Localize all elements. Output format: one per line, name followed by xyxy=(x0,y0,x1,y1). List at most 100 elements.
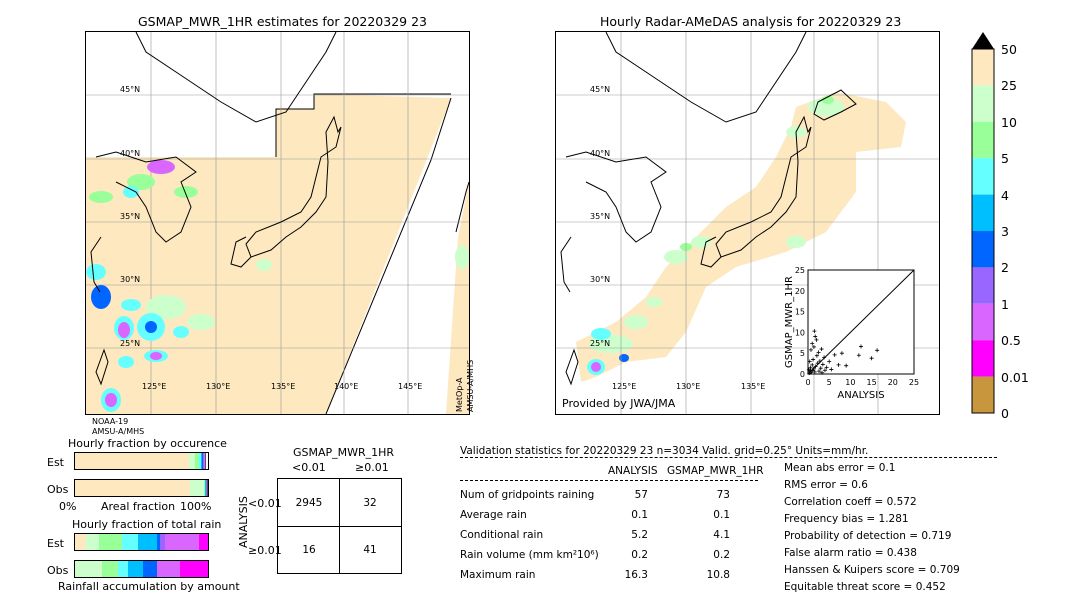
scatter-xtick: 10 xyxy=(845,378,855,387)
scatter-point xyxy=(844,363,849,368)
colorbar-label: 3 xyxy=(1001,224,1009,239)
validation-score: Correlation coeff = 0.572 xyxy=(784,496,917,508)
sat-label-right: MetOp-A xyxy=(455,377,464,412)
fraction-segment xyxy=(204,453,206,469)
scatter-point xyxy=(813,334,818,339)
scatter-point xyxy=(807,371,812,376)
scatter-point xyxy=(839,351,844,356)
occurrence-axis-right: 100% xyxy=(180,500,212,513)
occurrence-row-label: Est xyxy=(47,456,64,469)
total-rain-title: Hourly fraction of total rain xyxy=(72,518,222,531)
colorbar-segment xyxy=(972,231,994,268)
scatter-point xyxy=(818,366,823,371)
right-lon-label: 135°E xyxy=(741,382,766,391)
fraction-segment xyxy=(121,534,139,550)
colorbar-label: 0 xyxy=(1001,406,1009,421)
scatter-xtick: 15 xyxy=(867,378,877,387)
contingency-col-label: ≥0.01 xyxy=(355,461,389,474)
colorbar-label: 25 xyxy=(1001,78,1017,93)
right-lat-label: 40°N xyxy=(590,149,611,158)
scatter-point xyxy=(809,370,814,375)
left-map-title: GSMAP_MWR_1HR estimates for 20220329 23 xyxy=(138,14,427,29)
scatter-point xyxy=(812,369,817,374)
contingency-cell: 2945 xyxy=(295,497,323,509)
left-lon-label: 135°E xyxy=(271,382,296,391)
colorbar-segment xyxy=(972,303,994,341)
right-lat-label: 45°N xyxy=(590,85,611,94)
scatter-point xyxy=(811,344,816,349)
left-lat-label: 35°N xyxy=(120,212,141,221)
swath-edge-1 xyxy=(325,97,452,414)
fraction-segment xyxy=(157,561,182,577)
swath-top xyxy=(275,93,451,157)
scatter-point xyxy=(816,350,821,355)
scatter-xtick: 25 xyxy=(909,378,919,387)
scatter-point xyxy=(875,348,880,353)
scatter-xtick: 5 xyxy=(827,378,832,387)
occurrence-row-label: Obs xyxy=(47,483,69,496)
scatter-point xyxy=(807,359,812,364)
validation-score: Mean abs error = 0.1 xyxy=(784,462,896,474)
validation-row-label: Average rain xyxy=(460,509,527,521)
colorbar-segment xyxy=(972,158,994,195)
left-lat-label: 30°N xyxy=(120,275,141,284)
left-map: 45°N 40°N 35°N 30°N 25°N 125°E 130°E 135… xyxy=(85,31,470,415)
validation-score: RMS error = 0.6 xyxy=(784,479,868,491)
fraction-segment xyxy=(142,561,159,577)
scatter-ytick: 25 xyxy=(795,266,805,275)
occurrence-bar-est xyxy=(74,452,209,470)
right-lon-label: 125°E xyxy=(612,382,637,391)
scatter-point xyxy=(811,367,816,372)
scatter-xtick: 20 xyxy=(888,378,898,387)
contingency-cell: 32 xyxy=(363,497,377,509)
colorbar-segment xyxy=(972,121,994,159)
scatter-point xyxy=(812,329,817,334)
validation-gsmap-value: 73 xyxy=(716,489,730,501)
scatter-ytick: 15 xyxy=(795,308,805,317)
colorbar-label: 2 xyxy=(1001,260,1009,275)
scatter-ytick: 0 xyxy=(800,370,805,379)
scatter-ytick: 20 xyxy=(795,287,805,296)
contingency-table: 2945 32 16 41 xyxy=(277,478,402,574)
validation-subdivider xyxy=(460,480,758,481)
fraction-segment xyxy=(190,480,205,496)
contingency-row-label: ≥0.01 xyxy=(248,544,282,557)
scatter-point xyxy=(806,367,811,372)
scatter-point xyxy=(814,337,819,342)
validation-score: Probability of detection = 0.719 xyxy=(784,530,952,542)
right-lat-label: 35°N xyxy=(590,212,611,221)
scatter-plot: 00 5 5 10 10 15 15 20 20 25 25 ANALYSIS GSMAP_MWR_… xyxy=(784,266,919,401)
total-rain-caption: Rainfall accumulation by amount xyxy=(58,580,240,593)
validation-gsmap-value: 4.1 xyxy=(713,529,730,541)
scatter-ytick: 10 xyxy=(795,328,805,337)
validation-gsmap-value: 0.1 xyxy=(713,509,730,521)
sat-label-right: AMSU-A/MHS xyxy=(466,359,475,412)
colorbar-label: 0.5 xyxy=(1001,333,1021,348)
occurrence-title: Hourly fraction by occurence xyxy=(68,437,227,450)
scatter-point xyxy=(832,352,837,357)
left-lon-label: 125°E xyxy=(142,382,167,391)
scatter-point xyxy=(819,347,824,352)
validation-analysis-value: 57 xyxy=(634,489,648,501)
colorbar-segment xyxy=(972,194,994,231)
scatter-point xyxy=(822,355,827,360)
contingency-row-label: <0.01 xyxy=(248,497,282,510)
scatter-ytick: 5 xyxy=(800,349,805,358)
validation-header: Validation statistics for 20220329 23 n=… xyxy=(460,445,869,457)
validation-score: Hanssen & Kuipers score = 0.709 xyxy=(784,564,960,576)
validation-divider xyxy=(460,457,997,458)
scatter-point xyxy=(819,370,824,375)
left-lat-label: 25°N xyxy=(120,339,141,348)
validation-score: False alarm ratio = 0.438 xyxy=(784,547,917,559)
fraction-segment xyxy=(75,480,192,496)
fraction-segment xyxy=(75,453,190,469)
fraction-segment xyxy=(98,534,123,550)
fraction-segment xyxy=(75,561,103,577)
colorbar-segment xyxy=(972,340,994,377)
total-rain-bar-obs xyxy=(74,560,209,578)
contingency-title: GSMAP_MWR_1HR xyxy=(293,446,395,459)
validation-row-label: Conditional rain xyxy=(460,529,544,541)
scatter-point xyxy=(859,344,863,349)
scatter-point xyxy=(829,367,834,372)
colorbar-segment xyxy=(972,49,994,86)
